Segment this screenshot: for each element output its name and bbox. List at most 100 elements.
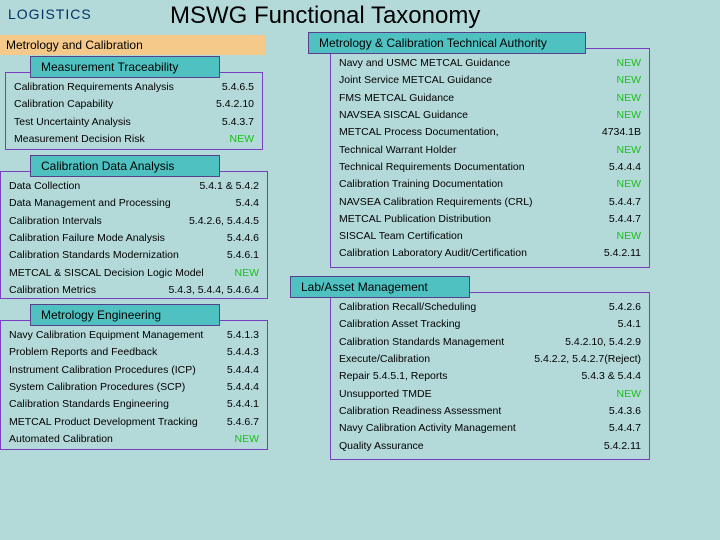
row-ref: 5.4.1.3 bbox=[219, 327, 259, 344]
row-ref: 5.4.2.10 bbox=[208, 96, 254, 113]
row-ref: NEW bbox=[609, 72, 642, 89]
row-ref: NEW bbox=[227, 431, 260, 448]
row-ref: 5.4.1 bbox=[610, 316, 641, 333]
table-row: Calibration Laboratory Audit/Certificati… bbox=[339, 245, 641, 262]
row-ref: 5.4.2.11 bbox=[596, 245, 641, 262]
table-row: Calibration Standards Engineering 5.4.4.1 bbox=[9, 396, 259, 413]
row-label: Data Management and Processing bbox=[9, 195, 171, 212]
row-label: FMS METCAL Guidance bbox=[339, 90, 454, 107]
row-ref: NEW bbox=[609, 55, 642, 72]
row-ref: NEW bbox=[609, 90, 642, 107]
header-calibration-data-analysis: Calibration Data Analysis bbox=[30, 155, 220, 177]
table-row: Measurement Decision RiskNEW bbox=[14, 131, 254, 148]
row-label: NAVSEA Calibration Requirements (CRL) bbox=[339, 194, 533, 211]
row-ref: 5.4.3.6 bbox=[601, 403, 641, 420]
row-ref: NEW bbox=[609, 228, 642, 245]
table-row: Technical Warrant HolderNEW bbox=[339, 142, 641, 159]
header-technical-authority: Metrology & Calibration Technical Author… bbox=[308, 32, 586, 54]
table-row: Repair 5.4.5.1, Reports5.4.3 & 5.4.4 bbox=[339, 368, 641, 385]
row-label: Data Collection bbox=[9, 178, 80, 195]
row-ref: 5.4.4.3 bbox=[219, 344, 259, 361]
table-row: Calibration Requirements Analysis5.4.6.5 bbox=[14, 79, 254, 96]
row-label: Calibration Recall/Scheduling bbox=[339, 299, 476, 316]
row-ref: 5.4.4.1 bbox=[219, 396, 259, 413]
table-row: Joint Service METCAL Guidance NEW bbox=[339, 72, 641, 89]
row-label: METCAL Publication Distribution bbox=[339, 211, 491, 228]
table-row: Automated CalibrationNEW bbox=[9, 431, 259, 448]
row-label: Calibration Capability bbox=[14, 96, 113, 113]
table-row: FMS METCAL Guidance NEW bbox=[339, 90, 641, 107]
row-ref: 5.4.4.7 bbox=[601, 211, 641, 228]
table-row: Test Uncertainty Analysis5.4.3.7 bbox=[14, 114, 254, 131]
table-row: Calibration Capability 5.4.2.10 bbox=[14, 96, 254, 113]
highlight-band: Metrology and Calibration bbox=[0, 35, 265, 55]
row-ref: 5.4.3, 5.4.4, 5.4.6.4 bbox=[161, 282, 260, 299]
row-label: METCAL Process Documentation, bbox=[339, 124, 499, 141]
row-label: Problem Reports and Feedback bbox=[9, 344, 157, 361]
table-row: SISCAL Team Certification NEW bbox=[339, 228, 641, 245]
row-label: Calibration Standards Engineering bbox=[9, 396, 169, 413]
row-label: Calibration Laboratory Audit/Certificati… bbox=[339, 245, 527, 262]
row-label: System Calibration Procedures (SCP) bbox=[9, 379, 185, 396]
table-row: METCAL Process Documentation,4734.1B bbox=[339, 124, 641, 141]
row-ref: 5.4.2.2, 5.4.2.7(Reject) bbox=[526, 351, 641, 368]
row-label: NAVSEA SISCAL Guidance bbox=[339, 107, 468, 124]
table-row: Technical Requirements Documentation 5.4.… bbox=[339, 159, 641, 176]
row-label: Calibration Training Documentation bbox=[339, 176, 503, 193]
row-label: Execute/Calibration bbox=[339, 351, 430, 368]
table-row: Unsupported TMDENEW bbox=[339, 386, 641, 403]
row-ref: 5.4.2.6, 5.4.4.5 bbox=[181, 213, 259, 230]
table-row: NAVSEA Calibration Requirements (CRL) 5.4… bbox=[339, 194, 641, 211]
row-ref: NEW bbox=[609, 142, 642, 159]
row-ref: 5.4.4.4 bbox=[219, 362, 259, 379]
row-ref: 5.4.4.7 bbox=[601, 194, 641, 211]
row-ref: 5.4.4.7 bbox=[601, 420, 641, 437]
table-row: System Calibration Procedures (SCP)5.4.4… bbox=[9, 379, 259, 396]
table-row: Calibration Standards Modernization5.4.6… bbox=[9, 247, 259, 264]
row-ref: NEW bbox=[222, 131, 255, 148]
table-row: Data Collection5.4.1 & 5.4.2 bbox=[9, 178, 259, 195]
table-row: Data Management and Processing 5.4.4 bbox=[9, 195, 259, 212]
table-row: Navy Calibration Equipment Management 5.4… bbox=[9, 327, 259, 344]
row-label: Repair 5.4.5.1, Reports bbox=[339, 368, 448, 385]
box-metrology-engineering: Navy Calibration Equipment Management 5.4… bbox=[0, 320, 268, 450]
logistics-label: LOGISTICS bbox=[8, 6, 92, 22]
header-metrology-engineering: Metrology Engineering bbox=[30, 304, 220, 326]
table-row: Instrument Calibration Procedures (ICP) 5… bbox=[9, 362, 259, 379]
table-row: NAVSEA SISCAL Guidance NEW bbox=[339, 107, 641, 124]
table-row: Problem Reports and Feedback 5.4.4.3 bbox=[9, 344, 259, 361]
table-row: Calibration Training DocumentationNEW bbox=[339, 176, 641, 193]
row-label: Calibration Intervals bbox=[9, 213, 102, 230]
row-ref: 5.4.6.7 bbox=[219, 414, 259, 431]
row-ref: 5.4.4 bbox=[228, 195, 259, 212]
row-label: Technical Requirements Documentation bbox=[339, 159, 525, 176]
table-row: Navy Calibration Activity Management 5.4.… bbox=[339, 420, 641, 437]
row-label: Calibration Failure Mode Analysis bbox=[9, 230, 165, 247]
row-label: SISCAL Team Certification bbox=[339, 228, 463, 245]
row-ref: 5.4.6.5 bbox=[214, 79, 254, 96]
row-ref: 5.4.2.11 bbox=[596, 438, 641, 455]
row-ref: 5.4.4.4 bbox=[601, 159, 641, 176]
header-lab-asset: Lab/Asset Management bbox=[290, 276, 470, 298]
row-label: Quality Assurance bbox=[339, 438, 424, 455]
table-row: METCAL Product Development Tracking5.4.6… bbox=[9, 414, 259, 431]
table-row: Quality Assurance 5.4.2.11 bbox=[339, 438, 641, 455]
row-label: Calibration Readiness Assessment bbox=[339, 403, 501, 420]
row-label: Calibration Standards Management bbox=[339, 334, 504, 351]
row-label: Navy Calibration Equipment Management bbox=[9, 327, 203, 344]
table-row: Execute/Calibration 5.4.2.2, 5.4.2.7(Reje… bbox=[339, 351, 641, 368]
row-ref: 5.4.2.10, 5.4.2.9 bbox=[557, 334, 641, 351]
row-label: Instrument Calibration Procedures (ICP) bbox=[9, 362, 196, 379]
box-calibration-data-analysis: Data Collection5.4.1 & 5.4.2Data Managem… bbox=[0, 171, 268, 299]
box-measurement-traceability: Calibration Requirements Analysis5.4.6.5… bbox=[5, 72, 263, 150]
row-label: Navy Calibration Activity Management bbox=[339, 420, 516, 437]
box-lab-asset: Calibration Recall/Scheduling5.4.2.6Cali… bbox=[330, 292, 650, 460]
row-label: Calibration Asset Tracking bbox=[339, 316, 460, 333]
page-title: MSWG Functional Taxonomy bbox=[170, 2, 480, 30]
table-row: Calibration Failure Mode Analysis5.4.4.6 bbox=[9, 230, 259, 247]
row-ref: NEW bbox=[609, 107, 642, 124]
row-label: Joint Service METCAL Guidance bbox=[339, 72, 492, 89]
row-label: Calibration Metrics bbox=[9, 282, 96, 299]
table-row: Calibration Intervals 5.4.2.6, 5.4.4.5 bbox=[9, 213, 259, 230]
table-row: Calibration Readiness Assessment 5.4.3.6 bbox=[339, 403, 641, 420]
